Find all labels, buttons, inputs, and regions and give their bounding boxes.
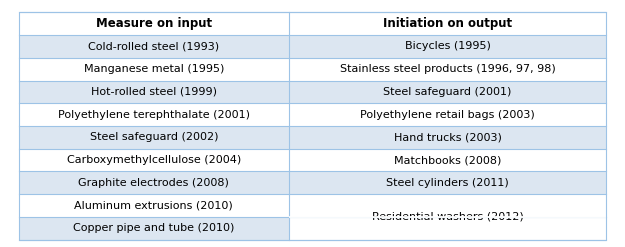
Text: Measure on input: Measure on input bbox=[96, 17, 212, 30]
Text: Aluminum extrusions (2010): Aluminum extrusions (2010) bbox=[74, 201, 233, 210]
Bar bbox=[289, 126, 606, 149]
Text: Initiation on output: Initiation on output bbox=[383, 17, 512, 30]
Text: Steel cylinders (2011): Steel cylinders (2011) bbox=[386, 178, 509, 188]
Bar bbox=[19, 81, 289, 103]
Bar bbox=[19, 35, 289, 58]
Bar bbox=[289, 35, 606, 58]
Text: Copper pipe and tube (2010): Copper pipe and tube (2010) bbox=[73, 223, 234, 233]
Text: Hot-rolled steel (1999): Hot-rolled steel (1999) bbox=[91, 87, 217, 97]
Text: Hand trucks (2003): Hand trucks (2003) bbox=[394, 132, 501, 142]
Bar bbox=[289, 171, 606, 194]
Bar bbox=[19, 171, 289, 194]
Text: Steel safeguard (2002): Steel safeguard (2002) bbox=[89, 132, 218, 142]
Bar bbox=[289, 149, 606, 171]
Text: Bicycles (1995): Bicycles (1995) bbox=[405, 41, 491, 51]
Text: Graphite electrodes (2008): Graphite electrodes (2008) bbox=[79, 178, 229, 188]
Text: Stainless steel products (1996, 97, 98): Stainless steel products (1996, 97, 98) bbox=[340, 64, 556, 74]
Bar bbox=[19, 194, 289, 217]
Bar bbox=[19, 126, 289, 149]
Bar bbox=[19, 217, 289, 240]
Text: Polyethylene terephthalate (2001): Polyethylene terephthalate (2001) bbox=[58, 110, 250, 120]
Bar bbox=[19, 12, 606, 35]
Text: Matchbooks (2008): Matchbooks (2008) bbox=[394, 155, 501, 165]
Text: Steel safeguard (2001): Steel safeguard (2001) bbox=[383, 87, 512, 97]
Text: Polyethylene retail bags (2003): Polyethylene retail bags (2003) bbox=[360, 110, 535, 120]
Bar bbox=[19, 58, 289, 81]
Bar bbox=[289, 194, 606, 240]
Text: Residential washers (2012): Residential washers (2012) bbox=[372, 212, 524, 222]
Bar bbox=[19, 103, 289, 126]
Text: Manganese metal (1995): Manganese metal (1995) bbox=[84, 64, 224, 74]
Bar bbox=[19, 149, 289, 171]
Text: Cold-rolled steel (1993): Cold-rolled steel (1993) bbox=[88, 41, 219, 51]
Bar bbox=[289, 81, 606, 103]
Text: Carboxymethylcellulose (2004): Carboxymethylcellulose (2004) bbox=[67, 155, 241, 165]
Bar bbox=[289, 103, 606, 126]
Bar bbox=[289, 58, 606, 81]
